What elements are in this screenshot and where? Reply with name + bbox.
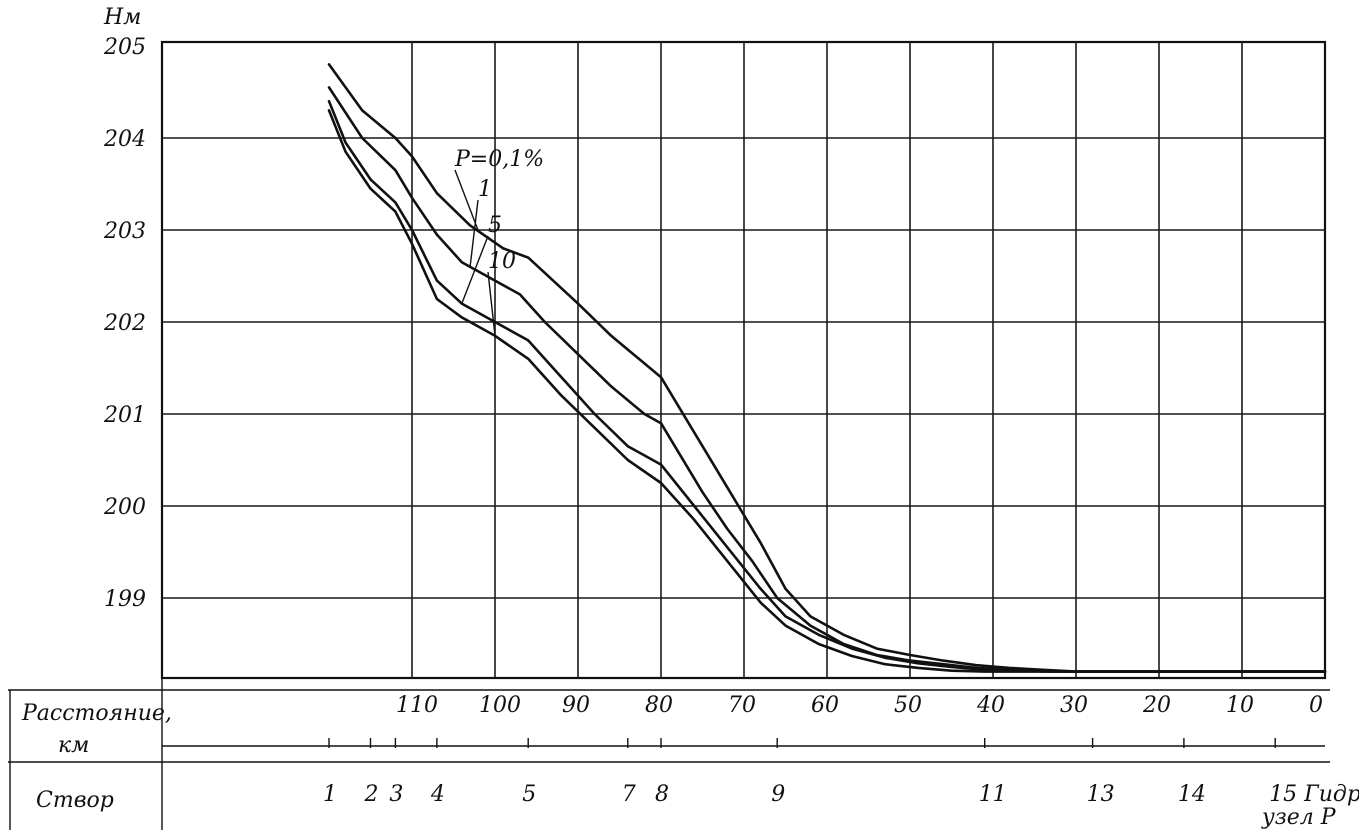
series-label: 5 [488,213,502,238]
x-tick-label: 50 [894,693,922,718]
section-label: 14 [1178,782,1206,807]
y-tick-label: 203 [103,219,146,244]
series-curves [327,63,1327,673]
series-line [327,109,1327,673]
series-leader-line [469,199,479,267]
distance-row-label: Расстояние, [21,701,172,726]
series-label: P=0,1% [454,147,544,172]
section-label: 7 [622,782,636,807]
y-axis-unit-label: Нм [103,5,141,30]
x-tick-label: 30 [1060,693,1088,718]
section-label: 8 [655,782,669,807]
section-label: 2 [364,782,379,807]
distance-unit-label: км [58,733,89,758]
series-label: 1 [478,177,492,202]
y-tick-label: 200 [103,495,146,520]
y-tick-label: 204 [103,127,146,152]
section-label: 3 [389,782,403,807]
section-label: 4 [430,782,445,807]
x-tick-label: 10 [1226,693,1254,718]
series-leader-line [454,169,480,232]
x-tick-label: 100 [479,693,521,718]
y-tick-label: 205 [103,35,146,60]
x-tick-label: 70 [728,693,756,718]
x-tick-label: 20 [1142,693,1171,718]
x-tick-label: 0 [1309,693,1323,718]
labels: Нм Расстояние, км Створ узел Р 110 100 90 8… [21,5,1359,830]
x-tick-label: 80 [645,693,673,718]
section-label: 5 [522,782,536,807]
section-row-label: Створ [36,788,114,813]
series-label: 10 [488,249,516,274]
y-tick-label: 199 [104,587,146,612]
x-tick-label: 90 [562,693,590,718]
section-label: 1 [323,782,337,807]
series-leader-line [487,271,496,336]
section-label: 15 Гидро- [1269,782,1359,807]
section-label: 11 [979,782,1007,807]
series-leader-line [461,235,489,304]
x-tick-label: 60 [811,693,839,718]
x-tick-label: 40 [976,693,1005,718]
section-label: 13 [1087,782,1115,807]
section-label: 9 [771,782,785,807]
y-tick-label: 201 [103,403,146,428]
x-tick-label: 110 [396,693,438,718]
grid [8,40,1330,830]
section-end-label: узел Р [1261,805,1337,830]
y-tick-label: 202 [103,311,146,336]
series-line [327,63,1327,673]
